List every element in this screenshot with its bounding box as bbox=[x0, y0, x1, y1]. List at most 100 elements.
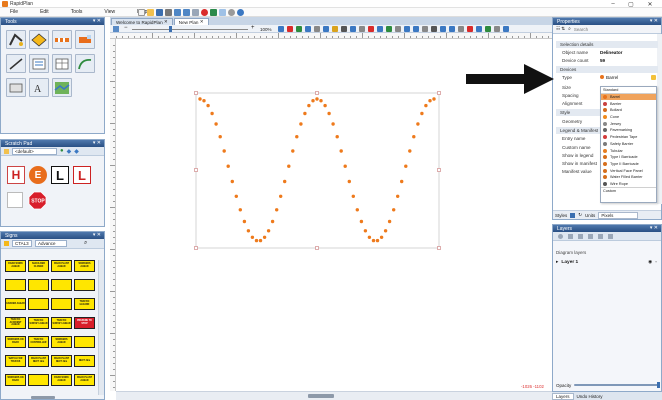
delineator-device[interactable] bbox=[307, 103, 311, 108]
stop-icon[interactable] bbox=[201, 9, 208, 16]
delineator-device[interactable] bbox=[270, 219, 275, 224]
canvas-tool-icon[interactable] bbox=[485, 26, 491, 32]
canvas-tool-icon[interactable] bbox=[350, 26, 356, 32]
selection-handle[interactable] bbox=[437, 91, 441, 95]
zoom-in-icon[interactable]: + bbox=[251, 25, 255, 31]
delineator-device[interactable] bbox=[331, 122, 335, 126]
delineator-device[interactable] bbox=[258, 238, 263, 243]
dropdown-item[interactable]: Barrier bbox=[601, 100, 656, 107]
sign-item[interactable]: ROAD WORK AHEAD bbox=[5, 260, 26, 272]
sign-item[interactable] bbox=[5, 279, 26, 291]
delineator-device[interactable] bbox=[311, 99, 315, 103]
folder-icon[interactable] bbox=[4, 148, 9, 154]
minimize-button[interactable]: – bbox=[611, 1, 615, 7]
section-style[interactable]: Style bbox=[556, 109, 601, 116]
text-tool-icon[interactable]: A bbox=[29, 78, 49, 97]
panel-controls-icon[interactable]: ▾ ✕ bbox=[92, 232, 101, 238]
sign-item[interactable]: ROAD PLANT NEXT 2km bbox=[51, 355, 72, 367]
sign-item[interactable] bbox=[28, 374, 49, 386]
signs-mode-dropdown[interactable]: Advance bbox=[35, 240, 67, 247]
maximize-button[interactable]: ▢ bbox=[628, 1, 634, 8]
menu-view[interactable]: View bbox=[104, 9, 116, 15]
shape-tool-icon[interactable] bbox=[6, 78, 26, 97]
zoom-out-icon[interactable]: − bbox=[124, 25, 128, 31]
canvas-tool-icon[interactable] bbox=[494, 26, 500, 32]
delineator-device[interactable] bbox=[283, 179, 287, 184]
canvas-tool-icon[interactable] bbox=[386, 26, 392, 32]
move-up-layer-icon[interactable] bbox=[578, 233, 583, 239]
sign-item[interactable]: WATCH FOR TRUCKS bbox=[5, 355, 26, 367]
dropdown-item[interactable]: Bollard bbox=[601, 107, 656, 114]
delineator-device[interactable] bbox=[242, 219, 247, 224]
delineator-device[interactable] bbox=[250, 235, 255, 239]
signs-scroll-thumb[interactable] bbox=[31, 396, 55, 399]
merge-layer-icon[interactable] bbox=[598, 233, 603, 239]
sign-item[interactable]: TRAFFIC SURVEY AHEAD bbox=[28, 317, 49, 329]
delineator-device[interactable] bbox=[396, 194, 400, 198]
dropdown-item[interactable]: Cone bbox=[601, 114, 656, 121]
selection-handle[interactable] bbox=[315, 246, 319, 250]
dropdown-item[interactable]: Tubular bbox=[601, 147, 656, 154]
delineator-device[interactable] bbox=[238, 208, 242, 212]
dropdown-item[interactable]: Water Filled Barrier bbox=[601, 174, 656, 181]
delineator-device[interactable] bbox=[295, 135, 299, 139]
zoom-slider[interactable] bbox=[132, 28, 248, 30]
delineator-device[interactable] bbox=[424, 103, 428, 108]
close-button[interactable]: ✕ bbox=[647, 1, 653, 8]
zoom-fit-icon[interactable] bbox=[113, 26, 119, 32]
styles-icon[interactable] bbox=[570, 212, 576, 218]
delineator-device[interactable] bbox=[404, 164, 408, 168]
canvas-tool-icon[interactable] bbox=[368, 26, 374, 32]
scratch-item-e-sign[interactable]: E bbox=[29, 166, 47, 184]
move-icon[interactable]: ◆ bbox=[74, 148, 79, 155]
scratch-item-l-red-sign[interactable]: L bbox=[73, 166, 91, 184]
delineator-device[interactable] bbox=[262, 235, 267, 239]
menu-tools[interactable]: Tools bbox=[70, 9, 83, 15]
delineator-device[interactable] bbox=[335, 135, 339, 139]
units-dropdown[interactable]: Pixels bbox=[598, 211, 639, 219]
delineator-device[interactable] bbox=[375, 238, 380, 243]
selection-handle[interactable] bbox=[315, 91, 319, 95]
canvas-tool-icon[interactable] bbox=[503, 26, 509, 32]
expand-icon[interactable]: ▸ bbox=[556, 259, 559, 265]
sign-item[interactable] bbox=[28, 298, 49, 310]
tab-undo-history[interactable]: Undo History bbox=[576, 393, 603, 399]
delineator-device[interactable] bbox=[214, 122, 218, 126]
delineator-device[interactable] bbox=[428, 99, 432, 103]
delete-layer-icon[interactable] bbox=[608, 233, 613, 239]
sign-item[interactable]: ROAD PLANT AHEAD bbox=[51, 260, 72, 272]
delineator-device[interactable] bbox=[303, 111, 307, 116]
sign-item[interactable]: GRADER AHEAD bbox=[5, 298, 26, 310]
delineator-device[interactable] bbox=[351, 194, 355, 198]
delineator-device[interactable] bbox=[291, 149, 295, 153]
sign-item[interactable]: ROAD PLANT AHEAD bbox=[74, 374, 95, 386]
canvas-tool-icon[interactable] bbox=[323, 26, 329, 32]
delineator-device[interactable] bbox=[279, 194, 283, 198]
menu-file[interactable]: File bbox=[10, 9, 19, 15]
sign-item[interactable]: SHOULDER CLOSED bbox=[28, 260, 49, 272]
type-dropdown[interactable]: Barrel bbox=[600, 75, 658, 80]
canvas-tool-icon[interactable] bbox=[278, 26, 284, 32]
delineator-device[interactable] bbox=[363, 229, 368, 233]
canvas-tool-icon[interactable] bbox=[377, 26, 383, 32]
sign-item[interactable]: ROAD WORK AHEAD bbox=[51, 374, 72, 386]
signs-scrollbar[interactable] bbox=[98, 260, 104, 395]
canvas-tool-icon[interactable] bbox=[314, 26, 320, 32]
sign-item[interactable]: WORKERS ON ROAD bbox=[5, 374, 26, 386]
sign-item[interactable] bbox=[74, 336, 95, 348]
panel-controls-icon[interactable]: ▾ ✕ bbox=[649, 18, 658, 24]
sign-item[interactable] bbox=[51, 298, 72, 310]
delineator-device[interactable] bbox=[198, 97, 202, 101]
canvas-tool-icon[interactable] bbox=[413, 26, 419, 32]
canvas-tool-icon[interactable] bbox=[404, 26, 410, 32]
canvas-tool-icon[interactable] bbox=[431, 26, 437, 32]
delineator-device[interactable] bbox=[210, 111, 214, 116]
sign-item[interactable]: ROAD PLANT NEXT 1km bbox=[28, 355, 49, 367]
layer-visibility-icon[interactable]: ◉ bbox=[648, 259, 653, 265]
print-icon[interactable] bbox=[165, 9, 172, 16]
line-tool-icon[interactable] bbox=[6, 54, 26, 73]
panel-controls-icon[interactable]: ▾ ✕ bbox=[649, 225, 658, 231]
vehicle-tool-icon[interactable] bbox=[75, 30, 95, 49]
menu-edit[interactable]: Edit bbox=[40, 9, 49, 15]
export-icon[interactable] bbox=[210, 9, 217, 16]
